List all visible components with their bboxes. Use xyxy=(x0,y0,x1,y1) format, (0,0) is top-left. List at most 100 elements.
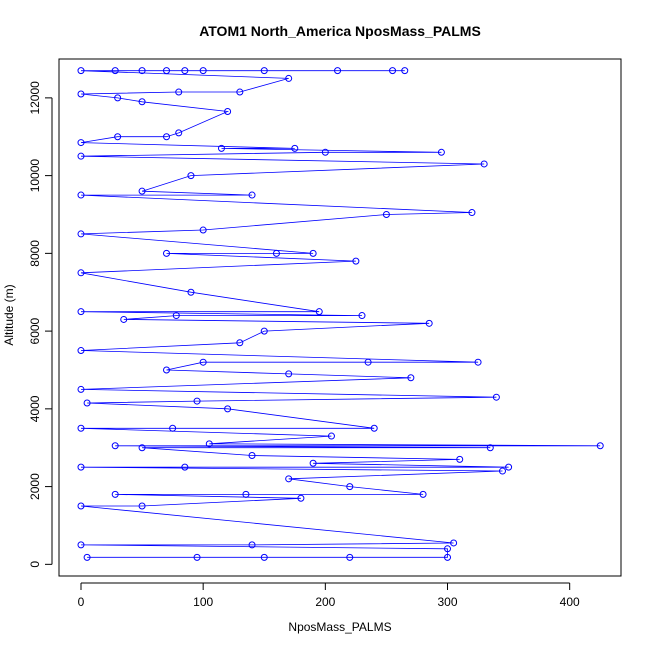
data-point xyxy=(389,67,397,75)
data-point xyxy=(77,90,85,98)
data-point xyxy=(138,98,146,106)
data-point xyxy=(187,172,195,180)
data-point xyxy=(114,133,122,141)
data-point xyxy=(193,397,201,405)
data-point xyxy=(498,467,506,475)
data-point xyxy=(138,187,146,195)
data-point xyxy=(77,541,85,549)
data-point xyxy=(163,249,171,257)
data-point xyxy=(327,432,335,440)
data-point xyxy=(346,553,354,561)
data-point xyxy=(199,67,207,75)
data-point xyxy=(272,249,280,257)
data-point xyxy=(205,440,213,448)
data-point xyxy=(175,88,183,96)
data-point xyxy=(199,226,207,234)
data-point xyxy=(492,393,500,401)
data-point xyxy=(236,339,244,347)
data-point xyxy=(77,139,85,147)
data-point xyxy=(175,129,183,137)
data-point xyxy=(425,319,433,327)
x-tick-label: 100 xyxy=(193,595,213,609)
data-point xyxy=(138,67,146,75)
data-point xyxy=(309,249,317,257)
data-point xyxy=(315,308,323,316)
data-point xyxy=(77,152,85,160)
y-axis-ticks: 0 2000 4000 6000 8000 10000 12000 xyxy=(28,81,53,568)
data-point xyxy=(291,144,299,152)
y-axis-label: Altitude (m) xyxy=(2,284,16,345)
x-axis-label: NposMass_PALMS xyxy=(288,620,391,634)
data-point xyxy=(77,308,85,316)
data-point xyxy=(285,74,293,82)
data-point xyxy=(596,442,604,450)
data-point xyxy=(285,370,293,378)
data-point xyxy=(169,424,177,432)
data-point xyxy=(181,67,189,75)
y-tick-label: 8000 xyxy=(28,240,42,267)
data-point xyxy=(480,160,488,168)
data-point xyxy=(334,67,342,75)
data-point xyxy=(370,424,378,432)
data-point xyxy=(77,424,85,432)
data-point xyxy=(285,475,293,483)
data-point xyxy=(486,444,494,452)
data-points xyxy=(77,67,604,561)
data-point xyxy=(138,444,146,452)
data-point xyxy=(382,210,390,218)
data-point xyxy=(77,347,85,355)
data-point xyxy=(224,107,232,115)
data-point xyxy=(163,366,171,374)
data-point xyxy=(358,312,366,320)
data-point xyxy=(181,463,189,471)
data-point xyxy=(193,553,201,561)
data-point xyxy=(77,502,85,510)
data-point xyxy=(352,257,360,265)
data-point xyxy=(297,494,305,502)
data-point xyxy=(450,539,458,547)
y-tick-label: 6000 xyxy=(28,317,42,344)
y-tick-label: 4000 xyxy=(28,395,42,422)
data-point xyxy=(111,67,119,75)
data-point xyxy=(321,148,329,156)
series-lines xyxy=(80,70,601,558)
data-point xyxy=(419,490,427,498)
data-point xyxy=(346,483,354,491)
data-point xyxy=(111,490,119,498)
x-tick-label: 300 xyxy=(437,595,457,609)
data-point xyxy=(83,399,91,407)
data-point xyxy=(77,67,85,75)
data-point xyxy=(456,455,464,463)
x-tick-label: 200 xyxy=(315,595,335,609)
data-point xyxy=(199,358,207,366)
plot-frame xyxy=(58,58,622,577)
data-point xyxy=(138,502,146,510)
data-point xyxy=(224,405,232,413)
data-point xyxy=(364,358,372,366)
data-point xyxy=(260,327,268,335)
data-point xyxy=(248,541,256,549)
data-point xyxy=(248,191,256,199)
x-axis-ticks: 0 100 200 300 400 xyxy=(78,582,580,609)
data-point xyxy=(83,553,91,561)
data-point xyxy=(77,385,85,393)
y-tick-label: 10000 xyxy=(28,159,42,193)
y-tick-label: 12000 xyxy=(28,81,42,115)
data-point xyxy=(505,463,513,471)
data-point xyxy=(236,88,244,96)
data-point xyxy=(444,553,452,561)
data-point xyxy=(468,209,476,217)
data-point xyxy=(407,374,415,382)
x-tick-label: 0 xyxy=(78,595,85,609)
data-point xyxy=(77,269,85,277)
data-point xyxy=(187,288,195,296)
data-point xyxy=(401,67,409,75)
data-point xyxy=(163,133,171,141)
y-tick-label: 2000 xyxy=(28,473,42,500)
data-point xyxy=(77,463,85,471)
data-point xyxy=(217,144,225,152)
chart-title: ATOM1 North_America NposMass_PALMS xyxy=(199,23,481,39)
data-point xyxy=(172,312,180,320)
